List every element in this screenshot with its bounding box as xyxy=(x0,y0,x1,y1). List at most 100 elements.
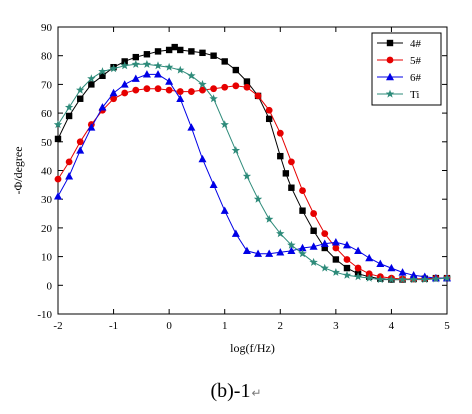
series-3-point-34 xyxy=(431,274,441,283)
series-0-point-9 xyxy=(154,48,162,55)
series-2-point-11 xyxy=(176,94,185,102)
series-3-point-22 xyxy=(298,249,307,258)
series-0-point-10 xyxy=(165,46,173,54)
y-tick-label-2: 10 xyxy=(41,252,53,264)
x-tick-label-6: 4 xyxy=(389,320,395,332)
series-2-point-7 xyxy=(131,74,140,82)
series-3-point-4 xyxy=(98,67,107,75)
series-2-point-9 xyxy=(154,70,163,78)
series-2-point-16 xyxy=(231,229,240,237)
legend-box xyxy=(371,32,442,106)
series-2-point-20 xyxy=(276,248,285,256)
legend-marker-1 xyxy=(386,56,394,64)
series-0-point-0 xyxy=(54,135,62,143)
legend-label-0: 4# xyxy=(410,38,422,50)
series-1-point-7 xyxy=(132,86,140,94)
caption-text: (b)-1 xyxy=(210,380,251,402)
y-tick-label-1: 0 xyxy=(47,280,53,292)
series-3-point-16 xyxy=(231,146,240,154)
series-2-point-6 xyxy=(120,80,129,88)
series-0-point-24 xyxy=(299,207,306,214)
series-0-point-8 xyxy=(143,51,151,58)
series-0-point-4 xyxy=(99,72,106,79)
series-3-point-10 xyxy=(165,62,174,71)
paragraph-mark: ↵ xyxy=(251,386,262,400)
series-1-point-27 xyxy=(354,264,362,272)
series-0-point-26 xyxy=(321,244,328,252)
series-3-point-33 xyxy=(420,275,429,284)
series-1-point-13 xyxy=(199,86,206,94)
series-1-point-0 xyxy=(54,175,62,183)
series-0-point-1 xyxy=(65,112,73,120)
series-3-point-18 xyxy=(253,194,263,203)
x-tick-label-7: 5 xyxy=(444,320,450,332)
series-3-point-5 xyxy=(109,64,118,73)
series-2-point-23 xyxy=(309,242,318,250)
series-1-point-21 xyxy=(288,158,295,166)
series-2-point-17 xyxy=(242,246,251,255)
series-0-point-3 xyxy=(88,81,95,88)
x-axis-title: log(f/Hz) xyxy=(230,341,275,355)
y-tick-label-6: 50 xyxy=(41,137,53,149)
series-2-point-8 xyxy=(142,70,151,78)
series-2-point-21 xyxy=(287,246,296,255)
series-3-point-25 xyxy=(331,268,340,276)
series-3-point-8 xyxy=(142,59,152,68)
series-1-point-6 xyxy=(121,89,129,97)
series-0-point-2 xyxy=(77,95,84,102)
series-1-point-1 xyxy=(65,158,73,166)
series-1-point-8 xyxy=(143,85,151,93)
series-0-point-15 xyxy=(210,52,217,59)
series-3-point-12 xyxy=(187,71,196,80)
series-2-point-28 xyxy=(365,253,374,262)
x-tick-label-1: -1 xyxy=(109,320,118,332)
series-3 xyxy=(53,59,452,284)
series-0-point-25 xyxy=(310,227,317,234)
series-3-point-23 xyxy=(309,257,318,266)
series-2-point-22 xyxy=(298,243,307,252)
y-tick-label-10: 90 xyxy=(41,22,53,34)
series-2-point-18 xyxy=(254,249,263,257)
series-1-point-12 xyxy=(187,88,195,95)
y-tick-label-9: 80 xyxy=(41,51,53,63)
series-2-point-1 xyxy=(65,172,74,180)
series-1-point-24 xyxy=(321,230,329,238)
series-0-point-7 xyxy=(132,53,139,61)
series-2-point-24 xyxy=(320,239,329,247)
series-2-point-27 xyxy=(354,246,363,255)
series-3-point-24 xyxy=(320,263,329,272)
series-3-point-29 xyxy=(376,275,385,284)
series-1-point-22 xyxy=(299,187,306,194)
series-2-point-5 xyxy=(109,88,118,97)
y-tick-label-3: 20 xyxy=(41,223,53,235)
series-1-point-19 xyxy=(265,106,273,114)
series-2 xyxy=(54,70,451,282)
series-0-point-18 xyxy=(243,78,251,85)
series-2-point-29 xyxy=(376,259,385,267)
series-1-point-11 xyxy=(176,88,184,95)
series-1-point-20 xyxy=(276,129,284,137)
figure-caption: (b)-1↵ xyxy=(0,380,472,403)
series-3-point-15 xyxy=(220,120,229,129)
series-3-point-0 xyxy=(53,120,63,129)
series-2-point-14 xyxy=(209,180,218,189)
series-3-point-14 xyxy=(209,94,218,103)
series-2-point-0 xyxy=(54,192,62,200)
series-0-point-22 xyxy=(282,170,290,177)
y-tick-label-0: -10 xyxy=(37,309,52,321)
series-2-point-12 xyxy=(187,123,196,131)
series-3-point-13 xyxy=(198,80,207,88)
series-3-point-2 xyxy=(76,85,85,94)
series-0-point-20 xyxy=(265,115,273,123)
series-3-point-28 xyxy=(365,273,374,282)
series-0-point-14 xyxy=(199,49,206,57)
series-0-point-13 xyxy=(188,48,195,55)
series-2-point-4 xyxy=(98,103,107,111)
series-0-point-23 xyxy=(288,184,295,191)
series-3-point-1 xyxy=(64,103,74,111)
series-2-point-19 xyxy=(265,249,274,257)
series-0-point-12 xyxy=(177,46,184,54)
series-0-point-17 xyxy=(232,66,240,74)
